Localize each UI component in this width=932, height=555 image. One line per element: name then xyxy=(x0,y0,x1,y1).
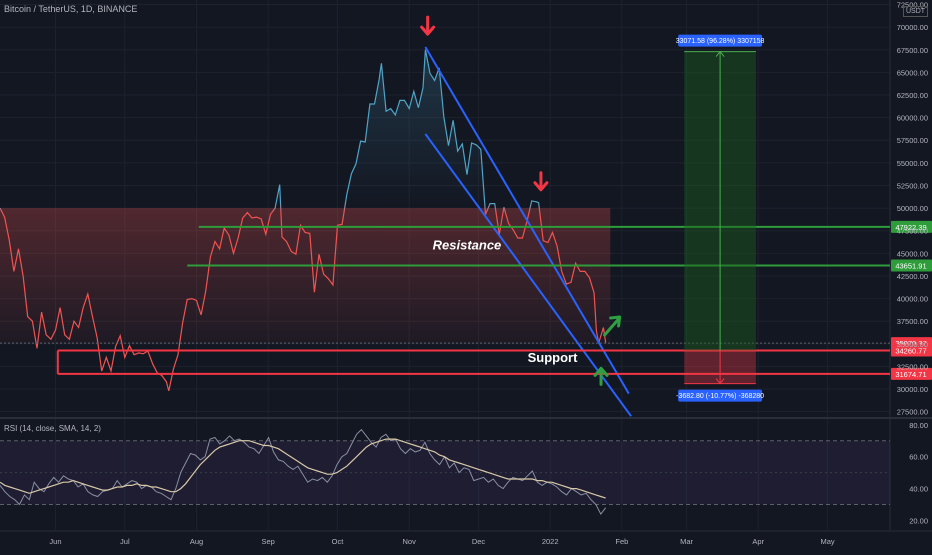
level-label-bg-3 xyxy=(891,344,932,357)
rsi-indicator-title[interactable]: RSI (14, close, SMA, 14, 2) xyxy=(4,424,101,433)
x-tick-label-4: Oct xyxy=(332,537,345,546)
measure-up-arrowhead xyxy=(715,50,725,57)
annotation-support: Support xyxy=(528,350,578,365)
y-tick-label-9: 50000.00 xyxy=(897,204,928,213)
y-tick-label-12: 57500.00 xyxy=(897,136,928,145)
level-label-bg-4 xyxy=(891,367,932,380)
rsi-line xyxy=(0,428,607,516)
x-tick-label-3: Sep xyxy=(261,537,274,546)
y-tick-label-16: 67500.00 xyxy=(897,46,928,55)
currency-badge[interactable]: USDT xyxy=(903,6,929,17)
rsi-tick-label-0: 80.00 xyxy=(909,421,928,430)
y-tick-label-0: 27500.00 xyxy=(897,408,928,417)
y-tick-label-7: 45000.00 xyxy=(897,249,928,258)
arrow-down-0 xyxy=(420,15,436,36)
y-tick-label-13: 60000.00 xyxy=(897,114,928,123)
annotation-resistance: Resistance xyxy=(433,238,502,253)
y-tick-label-6: 42500.00 xyxy=(897,272,928,281)
x-tick-label-11: May xyxy=(820,537,834,546)
x-tick-label-9: Mar xyxy=(680,537,693,546)
y-tick-label-15: 65000.00 xyxy=(897,68,928,77)
y-tick-label-2: 32500.00 xyxy=(897,362,928,371)
arrow-up-2 xyxy=(593,366,609,386)
arrow-up-right-3 xyxy=(603,315,622,337)
y-tick-label-18: 72500.00 xyxy=(897,1,928,10)
rsi-tick-label-1: 60.00 xyxy=(909,453,928,462)
x-tick-label-0: Jun xyxy=(49,537,61,546)
channel-upper-line xyxy=(424,46,630,395)
level-label-bg-1 xyxy=(891,259,932,272)
range-zone xyxy=(0,208,611,344)
level-label-3: 34260.77 xyxy=(895,346,926,355)
measure-down-label: -3682.80 (-10.77%) -368280 xyxy=(676,393,764,400)
x-tick-label-8: Feb xyxy=(615,537,628,546)
rsi-ma-line xyxy=(0,438,606,499)
measure-up-label: 33071.58 (96.28%) 3307158 xyxy=(676,38,765,45)
y-tick-label-3: 35000.00 xyxy=(897,340,928,349)
y-tick-label-1: 30000.00 xyxy=(897,385,928,394)
level-label-1: 43651.91 xyxy=(895,262,926,271)
x-tick-label-5: Nov xyxy=(402,537,416,546)
measure-down-label-bg xyxy=(678,389,763,402)
y-tick-label-14: 62500.00 xyxy=(897,91,928,100)
level-label-4: 31674.71 xyxy=(895,370,926,379)
y-tick-label-11: 55000.00 xyxy=(897,159,928,168)
y-tick-label-8: 47500.00 xyxy=(897,227,928,236)
x-tick-label-10: Apr xyxy=(752,537,764,546)
level-label-0: 47922.39 xyxy=(895,223,926,232)
channel-lower-line xyxy=(424,133,632,417)
arrow-down-1 xyxy=(533,171,549,192)
y-tick-label-4: 37500.00 xyxy=(897,317,928,326)
x-tick-label-7: 2022 xyxy=(542,537,559,546)
price-area-fill xyxy=(0,49,606,209)
symbol-title: Bitcoin / TetherUS, 1D, BINANCE xyxy=(4,4,138,14)
measure-up-label-bg xyxy=(678,34,763,47)
y-tick-label-5: 40000.00 xyxy=(897,295,928,304)
y-tick-label-17: 70000.00 xyxy=(897,23,928,32)
measure-down-arrowhead xyxy=(715,378,725,385)
x-tick-label-6: Dec xyxy=(472,537,486,546)
rsi-tick-label-3: 20.00 xyxy=(909,516,928,525)
level-label-2: 35070.37 xyxy=(895,339,926,348)
x-tick-label-1: Jul xyxy=(120,537,130,546)
level-label-bg-0 xyxy=(891,220,932,233)
y-tick-label-10: 52500.00 xyxy=(897,181,928,190)
x-tick-label-2: Aug xyxy=(190,537,203,546)
rsi-tick-label-2: 40.00 xyxy=(909,485,928,494)
